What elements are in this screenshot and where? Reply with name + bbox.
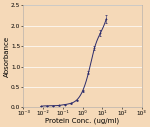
Y-axis label: Absorbance: Absorbance bbox=[3, 36, 9, 77]
X-axis label: Protein Conc. (ug/ml): Protein Conc. (ug/ml) bbox=[45, 117, 120, 124]
